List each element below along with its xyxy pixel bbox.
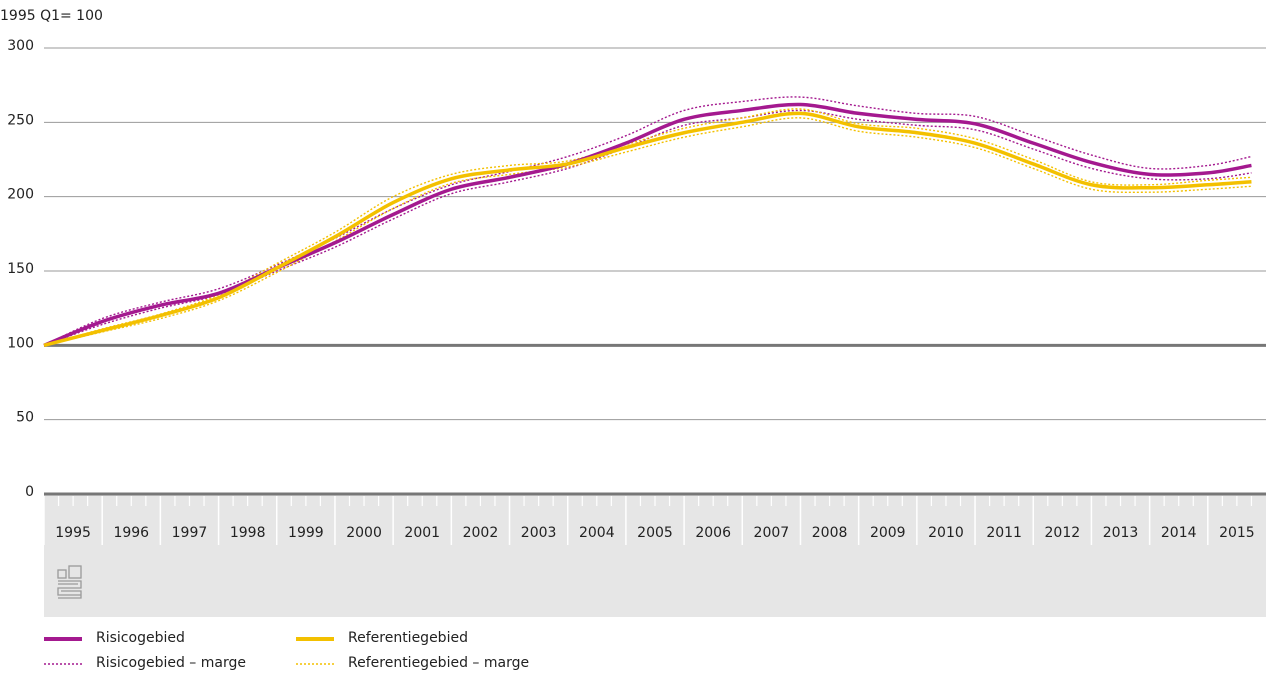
x-tick-label: 2013 (1103, 525, 1139, 541)
margin-line (43, 117, 1252, 347)
y-tick-label: 50 (16, 410, 34, 426)
y-axis-label: 1995 Q1= 100 (0, 8, 103, 24)
legend-label: Risicogebied (96, 630, 185, 646)
y-tick-label: 100 (7, 335, 34, 351)
x-tick-label: 2004 (579, 525, 615, 541)
y-tick-label: 0 (25, 484, 34, 500)
x-tick-label: 2002 (463, 525, 499, 541)
x-tick-label: 2008 (812, 525, 848, 541)
legend-label: Referentiegebied – marge (348, 655, 529, 671)
x-tick-label: 2010 (928, 525, 964, 541)
x-tick-label: 2007 (754, 525, 790, 541)
margin-line (43, 96, 1252, 346)
x-tick-label: 1999 (288, 525, 324, 541)
x-tick-label: 2000 (346, 525, 382, 541)
x-tick-label: 2014 (1161, 525, 1197, 541)
y-tick-label: 200 (7, 187, 34, 203)
x-tick-label: 2012 (1045, 525, 1081, 541)
x-tick-label: 2001 (404, 525, 440, 541)
x-axis-band (44, 494, 1266, 617)
y-tick-label: 150 (7, 261, 34, 277)
x-tick-label: 1997 (172, 525, 208, 541)
x-tick-label: 1996 (113, 525, 149, 541)
legend-label: Referentiegebied (348, 630, 468, 646)
y-tick-label: 300 (7, 38, 34, 54)
x-tick-label: 2011 (986, 525, 1022, 541)
x-tick-label: 1998 (230, 525, 266, 541)
series-line (43, 102, 1252, 347)
x-tick-label: 2003 (521, 525, 557, 541)
logo (57, 565, 82, 599)
legend-label: Risicogebied – marge (96, 655, 246, 671)
x-tick-label: 1995 (55, 525, 91, 541)
series-line (43, 111, 1252, 348)
margin-line (43, 108, 1252, 347)
x-tick-label: 2009 (870, 525, 906, 541)
y-tick-label: 250 (7, 112, 34, 128)
x-tick-label: 2005 (637, 525, 673, 541)
x-tick-label: 2006 (695, 525, 731, 541)
x-tick-label: 2015 (1219, 525, 1255, 541)
